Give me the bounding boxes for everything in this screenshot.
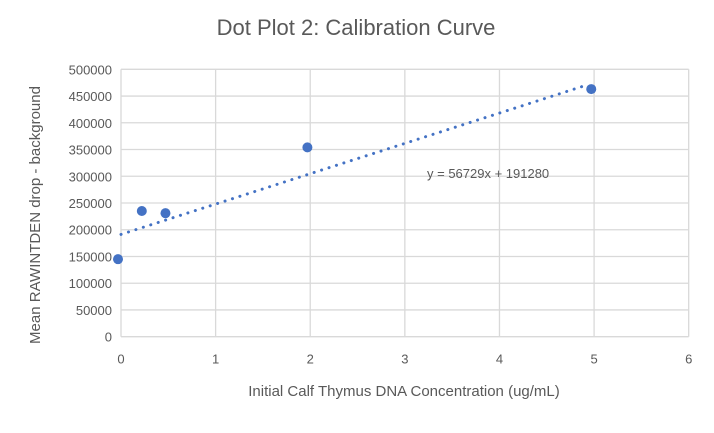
y-tick-label: 350000: [69, 143, 112, 158]
gridlines: [120, 68, 690, 338]
data-point: [136, 206, 147, 217]
x-axis-label: Initial Calf Thymus DNA Concentration (u…: [248, 383, 560, 400]
x-tick-label: 6: [685, 352, 692, 367]
x-tick-label: 2: [307, 352, 314, 367]
x-tick-label: 0: [117, 352, 124, 367]
data-point: [586, 84, 597, 95]
data-points: [113, 84, 597, 265]
data-point: [302, 142, 313, 153]
y-tick-label: 250000: [69, 196, 112, 211]
y-tick-labels: 0 50000 100000 150000 200000 250000 300000 3500…: [69, 62, 112, 344]
x-tick-label: 5: [590, 352, 597, 367]
trendline-equation: y = 56729x + 191280: [427, 166, 549, 181]
y-tick-label: 300000: [69, 169, 112, 184]
x-tick-label: 4: [496, 352, 503, 367]
y-tick-label: 450000: [69, 89, 112, 104]
y-tick-label: 100000: [69, 276, 112, 291]
chart-title: Dot Plot 2: Calibration Curve: [217, 15, 496, 40]
y-tick-label: 200000: [69, 223, 112, 238]
x-tick-label: 1: [212, 352, 219, 367]
y-tick-label: 150000: [69, 249, 112, 264]
y-tick-label: 500000: [69, 62, 112, 77]
trendline: [119, 84, 587, 236]
y-tick-label: 0: [105, 330, 112, 345]
trendline-path: [119, 84, 587, 236]
y-tick-label: 50000: [76, 303, 112, 318]
x-tick-label: 3: [401, 352, 408, 367]
x-tick-labels: 0 1 2 3 4 5 6: [117, 352, 692, 367]
y-axis-label: Mean RAWINTDEN drop - background: [27, 86, 44, 344]
y-tick-label: 400000: [69, 116, 112, 131]
data-point: [160, 208, 171, 219]
data-point: [113, 254, 123, 265]
